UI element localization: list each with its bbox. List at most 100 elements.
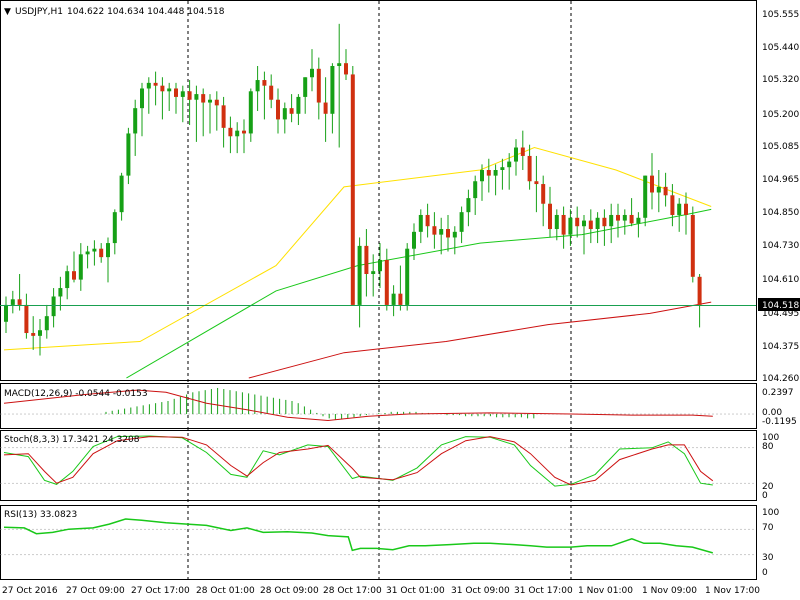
candle-body <box>180 91 185 97</box>
stoch-tick: 100 <box>762 433 779 443</box>
candle-body <box>38 330 42 336</box>
candle-body <box>643 175 648 218</box>
candle-body <box>276 99 280 120</box>
price-tick: 104.850 <box>762 208 799 218</box>
candle-body <box>221 105 226 128</box>
candle-body <box>208 99 212 103</box>
candle-body <box>296 96 301 114</box>
ohlc-readout: 104.622 104.634 104.448 104.518 <box>67 7 225 17</box>
rsi-tick: 70 <box>762 523 774 533</box>
price-tick: 105.320 <box>762 75 799 85</box>
candle-body <box>167 88 172 92</box>
current-price-tag <box>758 298 800 311</box>
candle-body <box>248 91 253 134</box>
candle-body <box>72 271 76 280</box>
price-tick: 104.260 <box>762 374 799 384</box>
time-label: 27 Oct 2016 <box>2 586 58 596</box>
candle-body <box>677 203 682 215</box>
candle-body <box>446 229 450 238</box>
price-tick: 105.555 <box>762 10 799 20</box>
candle-body <box>24 304 29 334</box>
candle-body <box>31 333 36 336</box>
stoch-series <box>0 435 756 487</box>
moving-averages <box>3 146 712 379</box>
candle-body <box>99 248 104 258</box>
rsi-label: RSI(13) 33.0823 <box>4 510 77 520</box>
price-axis: 105.555 105.440 105.320 105.200 105.085 … <box>762 10 799 384</box>
candle-body <box>486 170 491 176</box>
time-label: 1 Nov 17:00 <box>705 586 760 596</box>
price-tick: 105.200 <box>762 110 799 120</box>
candle-body <box>4 304 8 322</box>
rsi-tick: 30 <box>762 553 774 563</box>
candle-body <box>554 214 559 230</box>
symbol-label: USDJPY,H1 <box>15 7 63 17</box>
candle-body <box>262 80 267 86</box>
candle-body <box>480 170 484 182</box>
price-tick: 105.440 <box>762 43 799 53</box>
candle-body <box>452 231 457 238</box>
candle-body <box>527 155 532 182</box>
candle-body <box>344 63 348 75</box>
ma-red-line <box>248 301 712 379</box>
candle-body <box>78 254 83 280</box>
price-tick: 104.730 <box>762 241 799 251</box>
candle-body <box>629 214 634 224</box>
candle-body <box>44 316 49 331</box>
candle-body <box>602 217 607 227</box>
candle-body <box>575 217 580 227</box>
candle-body <box>500 167 505 170</box>
time-separator-lines <box>187 1 572 580</box>
time-label: 1 Nov 09:00 <box>642 586 697 596</box>
candle-body <box>337 63 342 66</box>
price-tick: 104.610 <box>762 275 799 285</box>
candle-body <box>310 68 314 78</box>
candle-body <box>507 161 512 168</box>
candle-body <box>10 299 15 305</box>
candle-body <box>663 186 668 196</box>
candle-body <box>228 127 233 137</box>
candle-body <box>201 94 206 103</box>
candle-body <box>357 245 362 305</box>
candle-body <box>684 203 688 215</box>
candle-body <box>548 203 552 230</box>
rsi-line <box>3 518 714 554</box>
time-label: 31 Oct 01:00 <box>386 586 445 596</box>
price-tick: 104.375 <box>762 342 799 352</box>
candle-body <box>255 80 260 92</box>
candle-body <box>616 214 620 221</box>
candle-body <box>119 175 124 213</box>
candle-body <box>330 66 335 114</box>
current-price-tag-text: 104.518 <box>762 301 799 311</box>
candle-body <box>235 130 240 137</box>
candle-body <box>398 293 403 305</box>
candle-body <box>425 214 430 227</box>
candle-body <box>405 248 410 305</box>
candle-body <box>17 299 22 305</box>
candle-body <box>112 212 117 244</box>
candle-body <box>303 77 308 97</box>
candle-body <box>316 68 321 103</box>
time-label: 27 Oct 17:00 <box>131 586 190 596</box>
candle-body <box>153 82 158 86</box>
candle-body <box>690 214 695 277</box>
symbol-marker-icon: ▼ <box>4 7 11 17</box>
price-tick: 104.495 <box>762 309 799 319</box>
candle-body <box>541 184 546 204</box>
candle-body <box>609 214 614 227</box>
candle-body <box>174 88 178 97</box>
candle-body <box>65 271 70 289</box>
candle-body <box>350 74 355 305</box>
candle-body <box>194 94 199 100</box>
candle-body <box>514 147 518 162</box>
time-label: 28 Oct 09:00 <box>260 586 319 596</box>
candle-body <box>106 243 110 258</box>
macd-tick: 0.00 <box>762 408 782 418</box>
candle-body <box>133 108 138 134</box>
candle-body <box>282 108 287 120</box>
candle-body <box>466 198 471 213</box>
ma-yellow-line <box>3 146 712 351</box>
candle-body <box>622 214 627 221</box>
candle-body <box>58 288 63 297</box>
